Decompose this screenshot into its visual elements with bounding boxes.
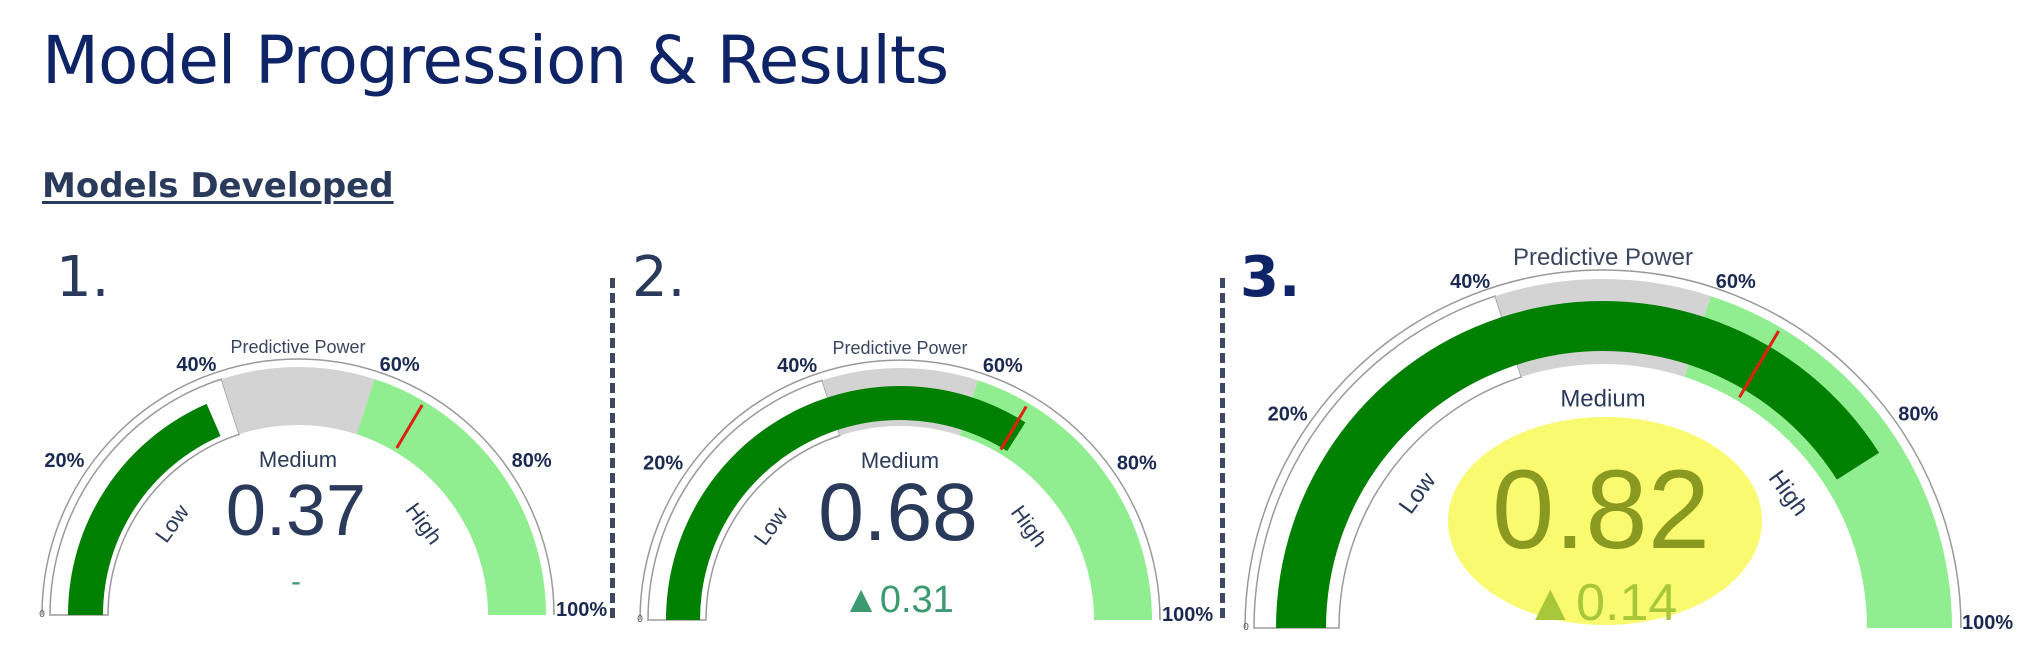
gauge-delta: ▲0.14 — [1525, 574, 1678, 632]
band-label-medium: Medium — [861, 448, 939, 473]
value-bar — [666, 386, 1026, 620]
tick-label: 100% — [1162, 604, 1213, 626]
model-number-1: 1. — [56, 245, 110, 310]
band-high — [356, 379, 546, 615]
tick-label: 100% — [1962, 612, 2013, 634]
model-divider-2 — [1220, 278, 1225, 618]
model-number-2: 2. — [632, 245, 686, 310]
model-number-3: 3. — [1240, 245, 1301, 310]
threshold-marker — [999, 405, 1028, 451]
tick-label: 40% — [777, 355, 817, 377]
tick-label: 60% — [1716, 271, 1756, 293]
tick-label: 40% — [1450, 271, 1490, 293]
gauge-title: Predictive Power — [832, 338, 967, 358]
gauge-outline — [1244, 269, 1962, 629]
gauge-title: Predictive Power — [230, 337, 365, 357]
tick-label: 80% — [1898, 403, 1938, 425]
band-label-low: Low — [1394, 467, 1442, 519]
tick-label: 40% — [176, 354, 216, 376]
gauge-delta: - — [291, 565, 301, 598]
tick-min-label: 0 — [39, 609, 45, 620]
value-bar — [68, 403, 221, 615]
tick-min-label: 0 — [1243, 622, 1249, 633]
gauge-1: Predictive Power 20% 40% 60% 80% 100% 0 Low Medi… — [39, 337, 607, 621]
value-bar — [1276, 301, 1880, 628]
band-medium — [221, 367, 375, 435]
model-divider-1 — [610, 278, 615, 618]
band-label-medium: Medium — [259, 447, 337, 472]
tick-label: 100% — [556, 599, 607, 621]
gauge-outline — [41, 358, 555, 616]
gauge-outline — [639, 359, 1161, 621]
gauge-value: 0.82 — [1492, 447, 1710, 572]
tick-label: 20% — [44, 450, 84, 472]
gauge-title: Predictive Power — [1513, 244, 1693, 271]
threshold-marker — [395, 404, 424, 449]
band-label-high: High — [401, 498, 448, 549]
tick-label: 60% — [380, 354, 420, 376]
band-label-low: Low — [749, 502, 793, 549]
tick-min-label: 0 — [637, 614, 643, 625]
tick-label: 20% — [1268, 403, 1308, 425]
gauge-delta: ▲0.31 — [842, 579, 954, 621]
band-label-medium: Medium — [1560, 385, 1645, 412]
band-label-high: High — [1006, 500, 1053, 551]
tick-label: 80% — [512, 450, 552, 472]
section-heading: Models Developed — [42, 166, 394, 206]
tick-label: 60% — [983, 355, 1023, 377]
gauge-value: 0.37 — [226, 471, 366, 551]
gauge-3: Predictive Power 20% 40% 60% 80% 100% 0 Low Medi… — [1243, 244, 2013, 634]
gauge-value: 0.68 — [818, 467, 978, 558]
value-highlight — [1448, 417, 1762, 625]
threshold-marker — [1738, 330, 1780, 399]
gauge-2: Predictive Power 20% 40% 60% 80% 100% 0 Low Medi… — [637, 338, 1213, 626]
band-label-low: Low — [150, 500, 194, 547]
tick-label: 20% — [643, 452, 683, 474]
tick-label: 80% — [1117, 452, 1157, 474]
page-title: Model Progression & Results — [42, 22, 949, 99]
band-label-high: High — [1763, 465, 1814, 521]
